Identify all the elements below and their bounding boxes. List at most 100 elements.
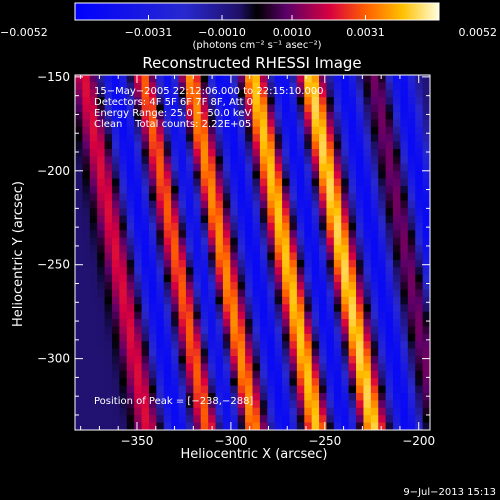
heatmap-cell xyxy=(400,282,409,291)
heatmap-cell xyxy=(333,341,342,350)
heatmap-cell xyxy=(75,267,83,276)
heatmap-cell xyxy=(415,378,424,387)
heatmap-cell xyxy=(259,193,268,202)
heatmap-cell xyxy=(400,393,409,402)
heatmap-cell xyxy=(348,289,357,298)
heatmap-cell xyxy=(82,289,91,298)
heatmap-cell xyxy=(252,415,261,424)
heatmap-cell xyxy=(156,333,165,342)
heatmap-cell xyxy=(119,193,128,202)
heatmap-cell xyxy=(230,126,239,135)
heatmap-cell xyxy=(171,267,180,276)
heatmap-cell xyxy=(134,97,143,106)
heatmap-cell xyxy=(393,289,402,298)
heatmap-cell xyxy=(134,415,143,424)
heatmap-cell xyxy=(156,385,165,394)
heatmap-cell xyxy=(378,400,387,409)
heatmap-cell xyxy=(267,171,276,180)
heatmap-cell xyxy=(222,245,231,254)
heatmap-cell xyxy=(267,289,276,298)
heatmap-cell xyxy=(178,156,187,165)
heatmap-cell xyxy=(97,97,106,106)
heatmap-cell xyxy=(134,385,143,394)
heatmap-cell xyxy=(97,267,106,276)
heatmap-cell xyxy=(319,193,328,202)
heatmap-cell xyxy=(385,407,394,416)
heatmap-cell xyxy=(245,356,254,365)
heatmap-cell xyxy=(267,282,276,291)
heatmap-cell xyxy=(378,259,387,268)
heatmap-cell xyxy=(119,148,128,157)
heatmap-cell xyxy=(385,393,394,402)
heatmap-cell xyxy=(393,319,402,328)
heatmap-cell xyxy=(208,104,217,113)
heatmap-cell xyxy=(141,156,150,165)
heatmap-cell xyxy=(267,126,276,135)
heatmap-cell xyxy=(237,356,246,365)
heatmap-cell xyxy=(304,319,313,328)
heatmap-cell xyxy=(341,134,350,143)
heatmap-cell xyxy=(82,185,91,194)
heatmap-cell xyxy=(348,163,357,172)
heatmap-cell xyxy=(134,259,143,268)
heatmap-cell xyxy=(267,393,276,402)
heatmap-cell xyxy=(274,363,283,372)
heatmap-cell xyxy=(282,259,291,268)
heatmap-cell xyxy=(341,178,350,187)
heatmap-cell xyxy=(126,363,135,372)
heatmap-cell xyxy=(185,104,194,113)
heatmap-cell xyxy=(319,341,328,350)
heatmap-cell xyxy=(407,222,416,231)
heatmap-cell xyxy=(245,156,254,165)
heatmap-cell xyxy=(363,141,372,150)
heatmap-cell xyxy=(356,230,365,239)
heatmap-cell xyxy=(82,245,91,254)
heatmap-cell xyxy=(348,75,357,83)
heatmap-cell xyxy=(156,341,165,350)
heatmap-cell xyxy=(274,304,283,313)
heatmap-cell xyxy=(97,407,106,416)
heatmap-cell xyxy=(407,385,416,394)
heatmap-cell xyxy=(245,341,254,350)
heatmap-cell xyxy=(215,348,224,357)
heatmap-cell xyxy=(75,163,83,172)
heatmap-cell xyxy=(422,148,430,157)
heatmap-cell xyxy=(282,134,291,143)
heatmap-cell xyxy=(326,222,335,231)
heatmap-cell xyxy=(171,296,180,305)
heatmap-cell xyxy=(119,75,128,83)
heatmap-cell xyxy=(326,326,335,335)
heatmap-cell xyxy=(415,259,424,268)
heatmap-cell xyxy=(119,222,128,231)
heatmap-cell xyxy=(230,82,239,91)
heatmap-cell xyxy=(370,200,379,209)
heatmap-cell xyxy=(407,333,416,342)
heatmap-cell xyxy=(119,208,128,217)
heatmap-cell xyxy=(378,415,387,424)
heatmap-cell xyxy=(378,289,387,298)
heatmap-cell xyxy=(156,319,165,328)
heatmap-cell xyxy=(326,385,335,394)
heatmap-cell xyxy=(126,111,135,120)
heatmap-cell xyxy=(237,178,246,187)
heatmap-cell xyxy=(267,230,276,239)
heatmap-cell xyxy=(319,185,328,194)
heatmap-cell xyxy=(126,215,135,224)
heatmap-cell xyxy=(348,171,357,180)
heatmap-cell xyxy=(75,393,83,402)
heatmap-cell xyxy=(289,208,298,217)
y-tick-label: −200 xyxy=(37,164,70,178)
heatmap-cell xyxy=(296,415,305,424)
heatmap-cell xyxy=(407,259,416,268)
heatmap-cell xyxy=(208,185,217,194)
heatmap-cell xyxy=(163,311,172,320)
heatmap-cell xyxy=(326,104,335,113)
heatmap-cell xyxy=(141,134,150,143)
heatmap-cell xyxy=(385,259,394,268)
heatmap-cell xyxy=(348,422,357,430)
heatmap-cell xyxy=(341,407,350,416)
heatmap-cell xyxy=(111,385,120,394)
heatmap-cell xyxy=(304,304,313,313)
heatmap-cell xyxy=(89,333,98,342)
heatmap-cell xyxy=(400,82,409,91)
